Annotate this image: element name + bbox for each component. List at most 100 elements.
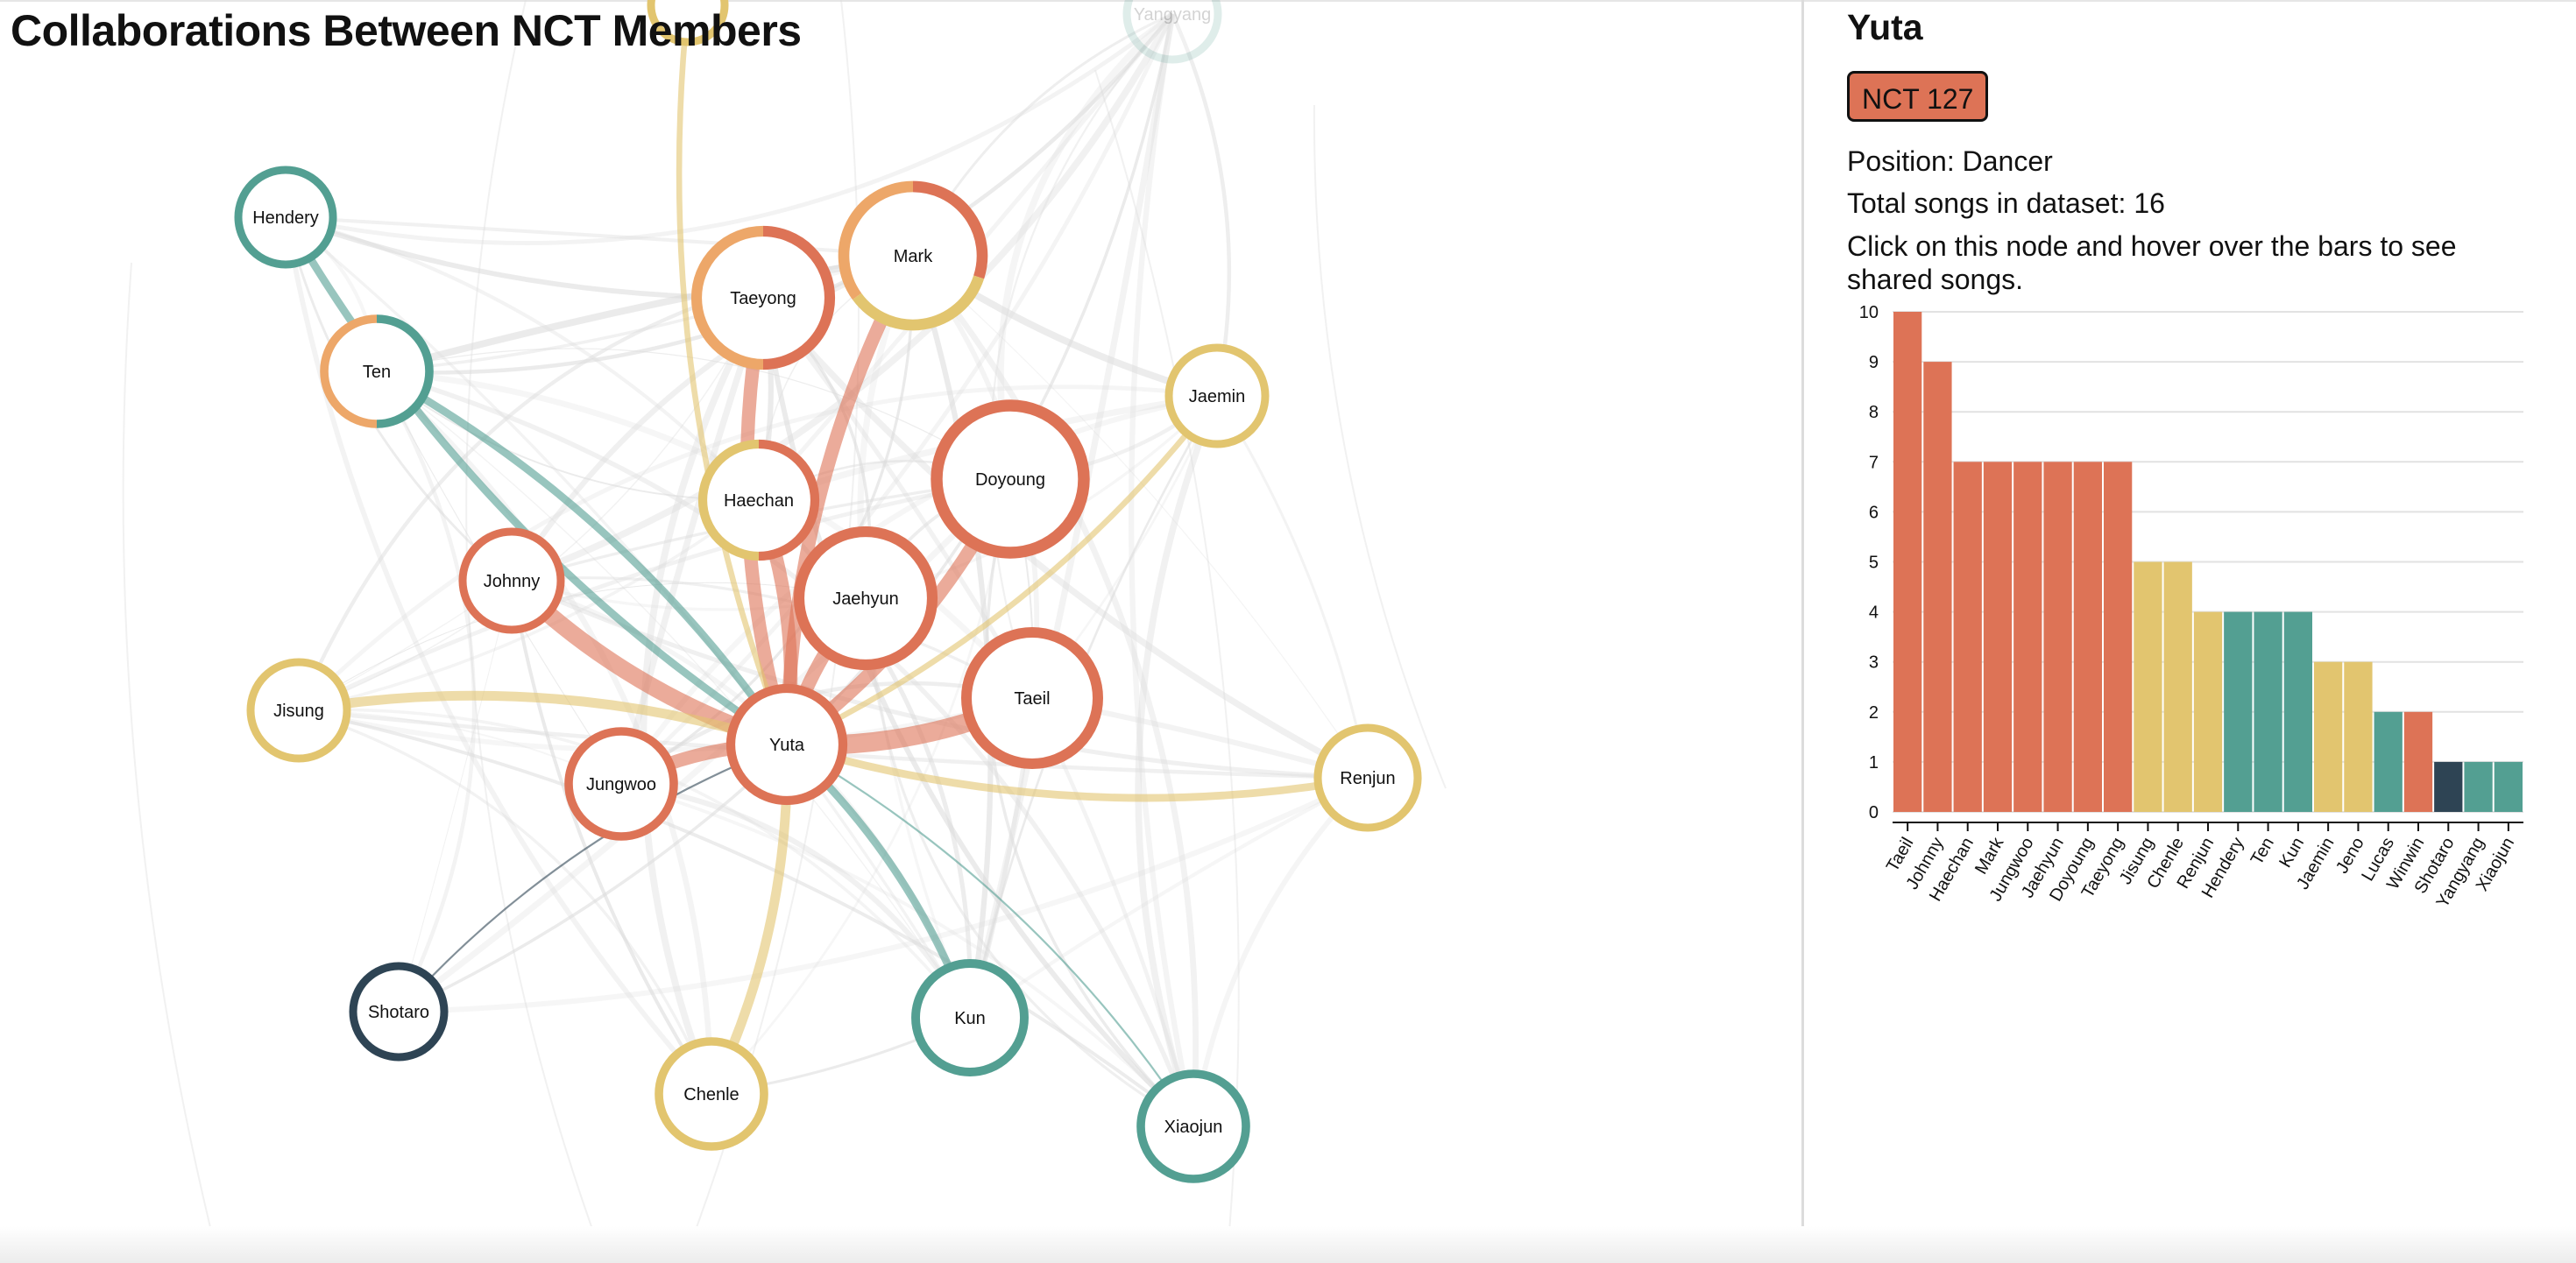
node-jaemin[interactable]: Jaemin [1164, 343, 1270, 448]
background-edge [374, 369, 715, 1095]
node-label: Chenle [683, 1085, 739, 1104]
node-taeil[interactable]: Taeil [961, 627, 1103, 769]
highlighted-edge-topnode [676, 4, 790, 746]
background-edge [761, 295, 1369, 781]
node-renjun[interactable]: Renjun [1313, 723, 1422, 832]
graph-nodes[interactable]: Yangyang Hendery Ten Taeyong Mark Jaemin Haech… [234, 0, 1422, 1183]
highlighted-edge-shotaro [398, 743, 788, 1013]
node-mark[interactable]: Mark [838, 180, 988, 331]
bar-kun[interactable] [2283, 611, 2312, 812]
bar-jungwoo[interactable] [2013, 462, 2042, 812]
y-tick-label: 0 [1869, 803, 1879, 822]
bar-winwin[interactable] [2403, 711, 2433, 812]
bar-chart-bars[interactable] [1893, 312, 2523, 813]
background-edge [1094, 69, 1240, 1263]
node-taeyong[interactable]: Taeyong [691, 225, 835, 370]
node-ring [458, 527, 565, 634]
highlighted-edge-xiaojun [786, 744, 1194, 1127]
bar-xiaojun[interactable] [2494, 761, 2523, 812]
background-edge [1191, 775, 1370, 1127]
bar-yangyang[interactable] [2464, 761, 2493, 812]
node-ring-segment [758, 439, 820, 561]
bar-taeil[interactable] [1893, 312, 1922, 812]
background-edge [509, 253, 915, 582]
bar-jeno[interactable] [2344, 661, 2373, 812]
y-tick-label: 9 [1869, 353, 1879, 372]
background-edge [375, 370, 477, 1013]
node-ring [349, 962, 449, 1062]
network-graph-area[interactable]: Yangyang Hendery Ten Taeyong Mark Jaemin Haech… [0, 0, 1801, 1263]
node-jisung[interactable]: Jisung [246, 658, 351, 763]
bar-ten[interactable] [2254, 611, 2282, 812]
node-ring [1164, 343, 1270, 448]
node-chenle[interactable]: Chenle [655, 1037, 768, 1151]
node-ring-segment [320, 314, 378, 428]
node-jaehyun[interactable]: Jaehyun [793, 526, 938, 671]
bar-doyoung[interactable] [2073, 462, 2102, 812]
highlighted-edge-ten [374, 368, 790, 747]
node-fill [937, 406, 1084, 553]
node-topnode[interactable] [647, 0, 729, 46]
bar-jaehyun[interactable] [2043, 462, 2072, 812]
node-label: Renjun [1340, 769, 1395, 788]
bar-hendery[interactable] [2224, 611, 2253, 812]
node-yangyang[interactable]: Yangyang [1122, 0, 1222, 64]
background-edge [619, 13, 1175, 786]
node-fill [916, 963, 1024, 1072]
node-fill [463, 532, 561, 630]
node-ring [246, 658, 351, 763]
node-johnny[interactable]: Johnny [458, 527, 565, 634]
background-edge [376, 370, 971, 1019]
bar-lucas[interactable] [2374, 711, 2403, 812]
highlighted-edge-jisung [298, 690, 789, 750]
node-ring [655, 1037, 768, 1151]
node-label: Jungwoo [586, 775, 656, 794]
bar-renjun[interactable] [2193, 611, 2223, 812]
background-edge [1129, 13, 1197, 1127]
bar-mark[interactable] [1983, 462, 2013, 812]
node-yuta[interactable]: Yuta [725, 683, 848, 806]
background-edge [1313, 104, 1447, 789]
shared-songs-bar-chart[interactable]: 012345678910TaeilJohnnyHaechanMarkJungwo… [1822, 298, 2541, 911]
node-fill [844, 187, 982, 325]
bar-haechan[interactable] [1953, 462, 1982, 812]
node-shotaro[interactable]: Shotaro [349, 962, 449, 1062]
node-label: Taeil [1014, 689, 1050, 709]
network-graph[interactable]: Yangyang Hendery Ten Taeyong Mark Jaemin Haech… [0, 0, 1801, 1263]
x-tick-label: Ten [2247, 835, 2278, 869]
y-tick-label: 8 [1869, 403, 1879, 422]
background-edge [298, 709, 1195, 1128]
bar-jaemin[interactable] [2314, 661, 2343, 812]
node-jungwoo[interactable]: Jungwoo [564, 727, 678, 841]
node-ring-segment [838, 180, 914, 300]
background-edge [910, 253, 1200, 1127]
node-ring [931, 399, 1090, 559]
node-ring-segment [912, 180, 988, 279]
y-tick-label: 4 [1869, 603, 1879, 623]
node-label: Jaehyun [832, 589, 899, 609]
node-label: Ten [363, 363, 391, 382]
node-label: Taeyong [730, 289, 796, 308]
background-edge [620, 782, 1195, 1128]
node-fill [353, 966, 444, 1057]
node-ten[interactable]: Ten [320, 314, 434, 428]
node-fill [966, 632, 1098, 764]
node-fill [238, 170, 333, 265]
bar-chenle[interactable] [2163, 561, 2192, 813]
node-ring [725, 683, 848, 806]
background-edge [1135, 394, 1221, 1128]
bottom-shade [0, 1226, 2576, 1263]
node-haechan[interactable]: Haechan [697, 439, 820, 561]
bar-shotaro[interactable] [2434, 761, 2463, 812]
node-label: Yangyang [1134, 5, 1212, 25]
bar-johnny[interactable] [1923, 362, 1952, 813]
node-kun[interactable]: Kun [911, 959, 1029, 1076]
node-hendery[interactable]: Hendery [234, 166, 337, 269]
bar-jisung[interactable] [2134, 561, 2162, 813]
node-doyoung[interactable]: Doyoung [931, 399, 1090, 559]
node-label: Yuta [769, 736, 805, 755]
bar-taeyong[interactable] [2104, 462, 2133, 812]
background-edge [510, 12, 1176, 584]
node-xiaojun[interactable]: Xiaojun [1136, 1069, 1250, 1183]
background-edge [398, 775, 1369, 1015]
